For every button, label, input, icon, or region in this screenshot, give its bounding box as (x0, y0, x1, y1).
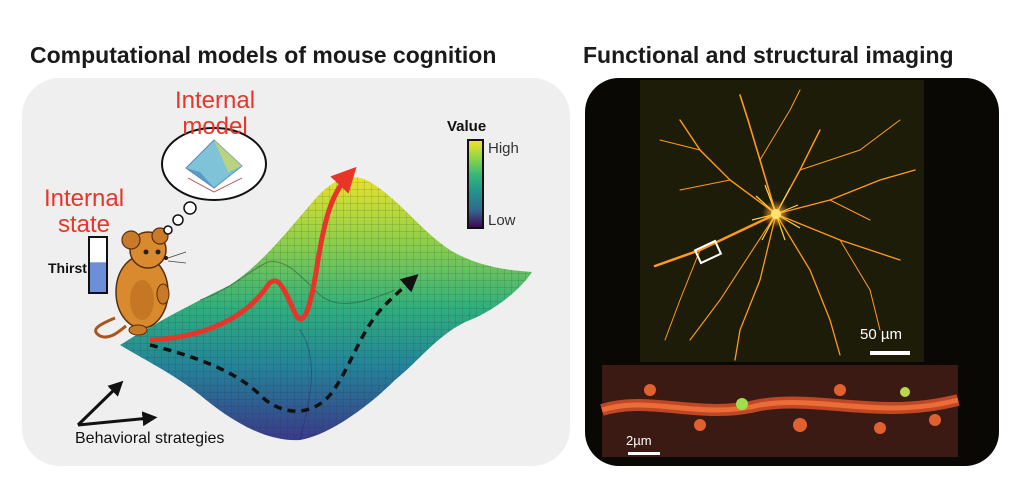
behavioral-strategies-label: Behavioral strategies (75, 430, 225, 447)
neuron-micrograph (640, 80, 924, 362)
value-colorbar (467, 139, 484, 229)
red-trajectory-arrow (149, 166, 357, 343)
thirst-gauge (88, 236, 108, 294)
colorbar-high-label: High (488, 140, 519, 157)
internal-model-label: Internal model (174, 87, 256, 140)
black-trajectory-arrow (149, 274, 419, 413)
scale-bar-main-label: 50 µm (860, 326, 902, 343)
scale-bar-main (870, 351, 910, 355)
colorbar-title: Value (447, 118, 487, 135)
internal-state-label: Internal state (44, 185, 125, 238)
internal-model-bubble (161, 127, 267, 201)
scale-bar-inset-label: 2µm (626, 433, 652, 448)
colorbar-low-label: Low (488, 212, 516, 229)
left-panel-title: Computational models of mouse cognition (30, 42, 497, 68)
thought-bubble-medium (172, 214, 184, 226)
strategy-axes-indicator (76, 380, 158, 427)
thirst-label: Thirst (48, 260, 87, 276)
dendrite-inset (600, 365, 960, 457)
scale-bar-inset (628, 452, 660, 455)
value-landscape (120, 176, 532, 441)
thought-bubble-small (163, 225, 173, 235)
thought-bubble-large (183, 201, 197, 215)
right-panel-title: Functional and structural imaging (583, 42, 954, 68)
